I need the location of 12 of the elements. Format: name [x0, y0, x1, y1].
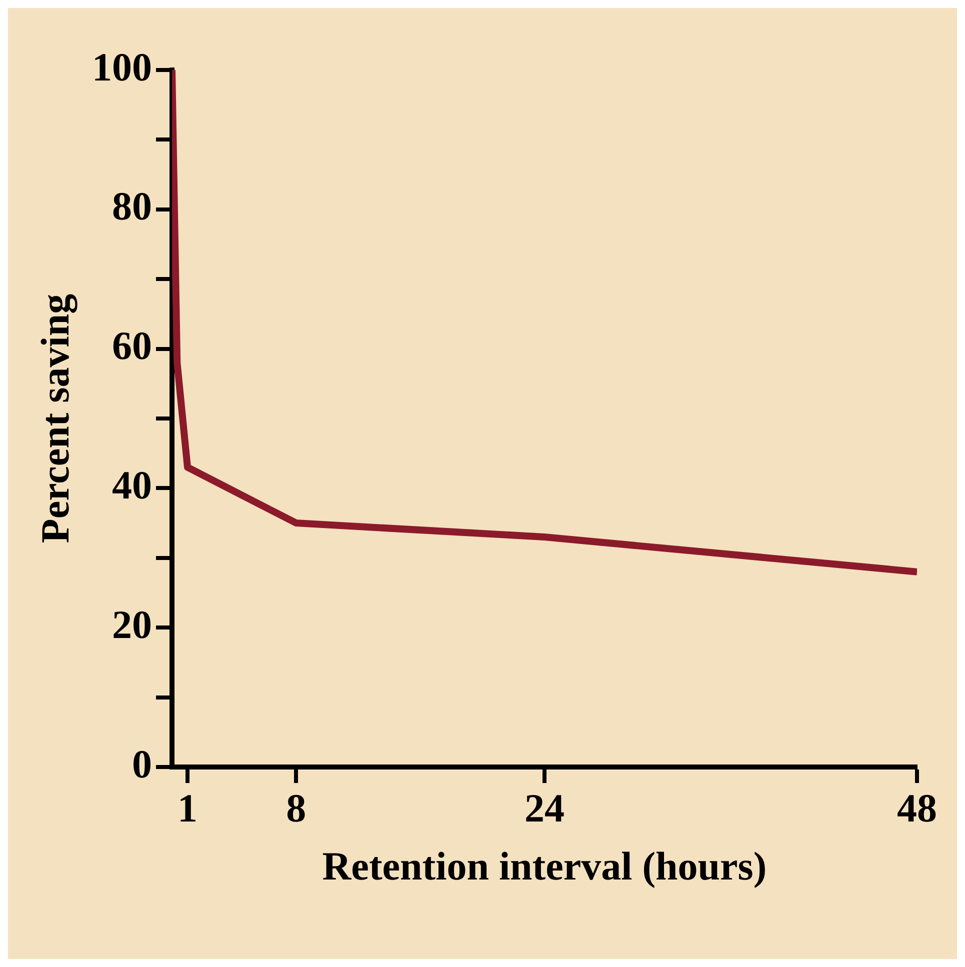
y-tick-label: 80: [112, 184, 152, 229]
x-tick-label: 24: [524, 785, 564, 830]
x-tick-label: 8: [286, 785, 306, 830]
y-tick-label: 100: [92, 44, 152, 90]
y-tick-label: 60: [112, 323, 152, 368]
x-axis-title: Retention interval (hours): [322, 843, 767, 888]
y-axis-title: Percent saving: [32, 294, 78, 544]
y-tick-label: 20: [112, 602, 152, 647]
y-tick-label: 0: [132, 741, 152, 786]
x-tick-label: 1: [178, 785, 198, 830]
y-tick-label: 40: [112, 462, 152, 508]
x-tick-label: 48: [897, 785, 937, 830]
